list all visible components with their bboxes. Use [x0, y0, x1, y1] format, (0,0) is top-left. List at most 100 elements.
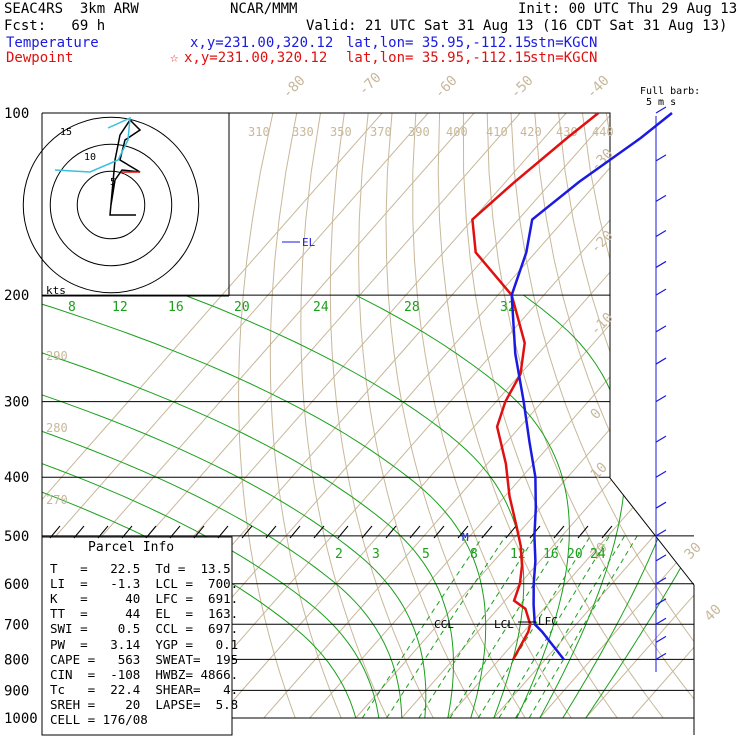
dry-adiabat — [486, 113, 694, 719]
hodograph-ring-label: 15 — [60, 127, 72, 138]
el-label: EL — [302, 236, 316, 249]
theta-label-280: 280 — [46, 421, 68, 435]
wind-barb — [655, 194, 667, 202]
pressure-label-500: 500 — [4, 529, 29, 545]
dry-adiabat — [238, 113, 296, 719]
moist-adiabat — [562, 294, 694, 719]
dry-adiabat — [385, 113, 526, 719]
dry-adiabat — [653, 113, 694, 719]
temperature-line — [510, 112, 673, 661]
mixing-label-low-5: 5 — [422, 547, 430, 562]
hodograph-ring — [22, 116, 200, 294]
pressure-label-300: 300 — [4, 395, 29, 411]
parcel-info-row: CELL = 176/08 — [50, 712, 148, 727]
wind-barb — [655, 529, 667, 537]
pressure-label-1000: 1000 — [4, 711, 38, 727]
wind-barb — [655, 470, 667, 478]
isotherm-label--70: -70 — [356, 70, 385, 99]
hodograph-ring-label: 5 — [110, 177, 116, 188]
wind-barb — [655, 501, 667, 509]
hatch-mark — [193, 525, 205, 539]
hodograph-trace — [109, 118, 142, 216]
mixing-ratio-line — [418, 535, 537, 719]
org-label: NCAR/MMM — [230, 1, 298, 17]
mixing-ratio-line — [386, 535, 507, 719]
wind-barb — [655, 395, 667, 403]
theta-label-290: 290 — [46, 349, 68, 363]
hatch-mark — [241, 525, 253, 539]
wind-barb — [655, 554, 667, 562]
wind-barb — [655, 154, 667, 162]
hatch-mark — [289, 525, 301, 539]
mixing-label-low-8: 8 — [470, 547, 478, 562]
mixing-label-low-2: 2 — [335, 547, 343, 562]
mixing-label-12: 12 — [112, 300, 128, 315]
pressure-label-600: 600 — [4, 577, 29, 593]
dry-adiabat — [510, 113, 694, 719]
mixing-label-low-20: 20 — [567, 547, 583, 562]
wind-barb — [655, 598, 667, 606]
isotherm-line — [217, 113, 694, 719]
dewpoint-legend: Dewpoint — [6, 50, 74, 66]
wind-barb — [655, 106, 667, 114]
theta-label-270: 270 — [46, 493, 68, 507]
hatch-mark — [433, 525, 445, 539]
temperature-xy: x,y=231.00,320.12 — [190, 35, 334, 51]
wind-barb — [655, 229, 667, 238]
barb-note: Full barb: 5 m s — [640, 86, 701, 108]
isotherm-line — [42, 113, 429, 719]
isotherm-label-40: 40 — [702, 602, 725, 625]
pressure-label-100: 100 — [4, 106, 29, 122]
mixing-label-low-12: 12 — [510, 547, 526, 562]
dry-adiabat — [677, 113, 694, 719]
hatch-mark — [361, 525, 373, 539]
mixing-ratio-line — [528, 535, 638, 719]
mixing-ratio-line — [515, 535, 626, 719]
mixing-label-16: 16 — [168, 300, 184, 315]
mixing-label-low-24: 24 — [590, 547, 606, 562]
dry-adiabat — [412, 113, 572, 719]
isotherm-line — [42, 113, 475, 719]
mixing-label-24: 24 — [313, 300, 329, 315]
parcel-info-row: SWI = 0.5 CCL = 697. — [50, 621, 239, 637]
wind-barb — [655, 325, 667, 333]
temperature-legend: Temperature — [6, 35, 99, 51]
mixing-label-low-16: 16 — [543, 547, 559, 562]
hodograph-storm-trace — [54, 116, 131, 173]
mixing-ratio-line — [477, 535, 591, 719]
wind-barb — [655, 635, 667, 643]
hatch-mark — [217, 525, 229, 539]
hatch-mark — [169, 525, 181, 539]
theta-label-370: 370 — [370, 125, 392, 139]
theta-label-430: 430 — [556, 125, 578, 139]
mixing-ratio-line — [498, 535, 610, 719]
parcel-info-row: K = 40 LFC = 691. — [50, 591, 239, 607]
lcl-label: LCL — [494, 618, 514, 631]
dewpoint-latlon: lat,lon= 35.95,-112.15 — [346, 50, 532, 66]
dry-adiabat — [300, 113, 388, 719]
parcel-info-row: CAPE = 563 SWEAT= 195 — [50, 651, 239, 667]
parcel-info-row: Tc = 22.4 SHEAR= 4. — [50, 681, 239, 697]
isotherm-label--60: -60 — [432, 73, 461, 102]
hatch-mark — [577, 525, 589, 539]
isotherm-label-10: 10 — [588, 460, 611, 483]
hatch-mark — [73, 525, 85, 539]
isotherm-line — [539, 113, 694, 719]
parcel-info-row: CIN = -108 HWBZ= 4866. — [50, 666, 239, 682]
mixing-label-28: 28 — [404, 300, 420, 315]
theta-label-400: 400 — [446, 125, 468, 139]
pressure-label-900: 900 — [4, 683, 29, 699]
isotherm-label--40: -40 — [584, 73, 613, 102]
dewpoint-station: stn=KGCN — [530, 50, 598, 66]
dry-adiabat — [329, 113, 434, 719]
mixing-label-20: 20 — [234, 300, 250, 315]
isotherm-line — [585, 113, 694, 719]
dewpoint-line — [471, 112, 600, 660]
hatch-mark — [97, 525, 109, 539]
wind-barb — [655, 288, 667, 296]
parcel-info-row: SREH = 20 LAPSE= 5.8 — [50, 696, 239, 712]
hatch-mark — [505, 525, 517, 539]
hatch-mark — [121, 525, 133, 539]
dry-adiabat — [358, 113, 480, 719]
